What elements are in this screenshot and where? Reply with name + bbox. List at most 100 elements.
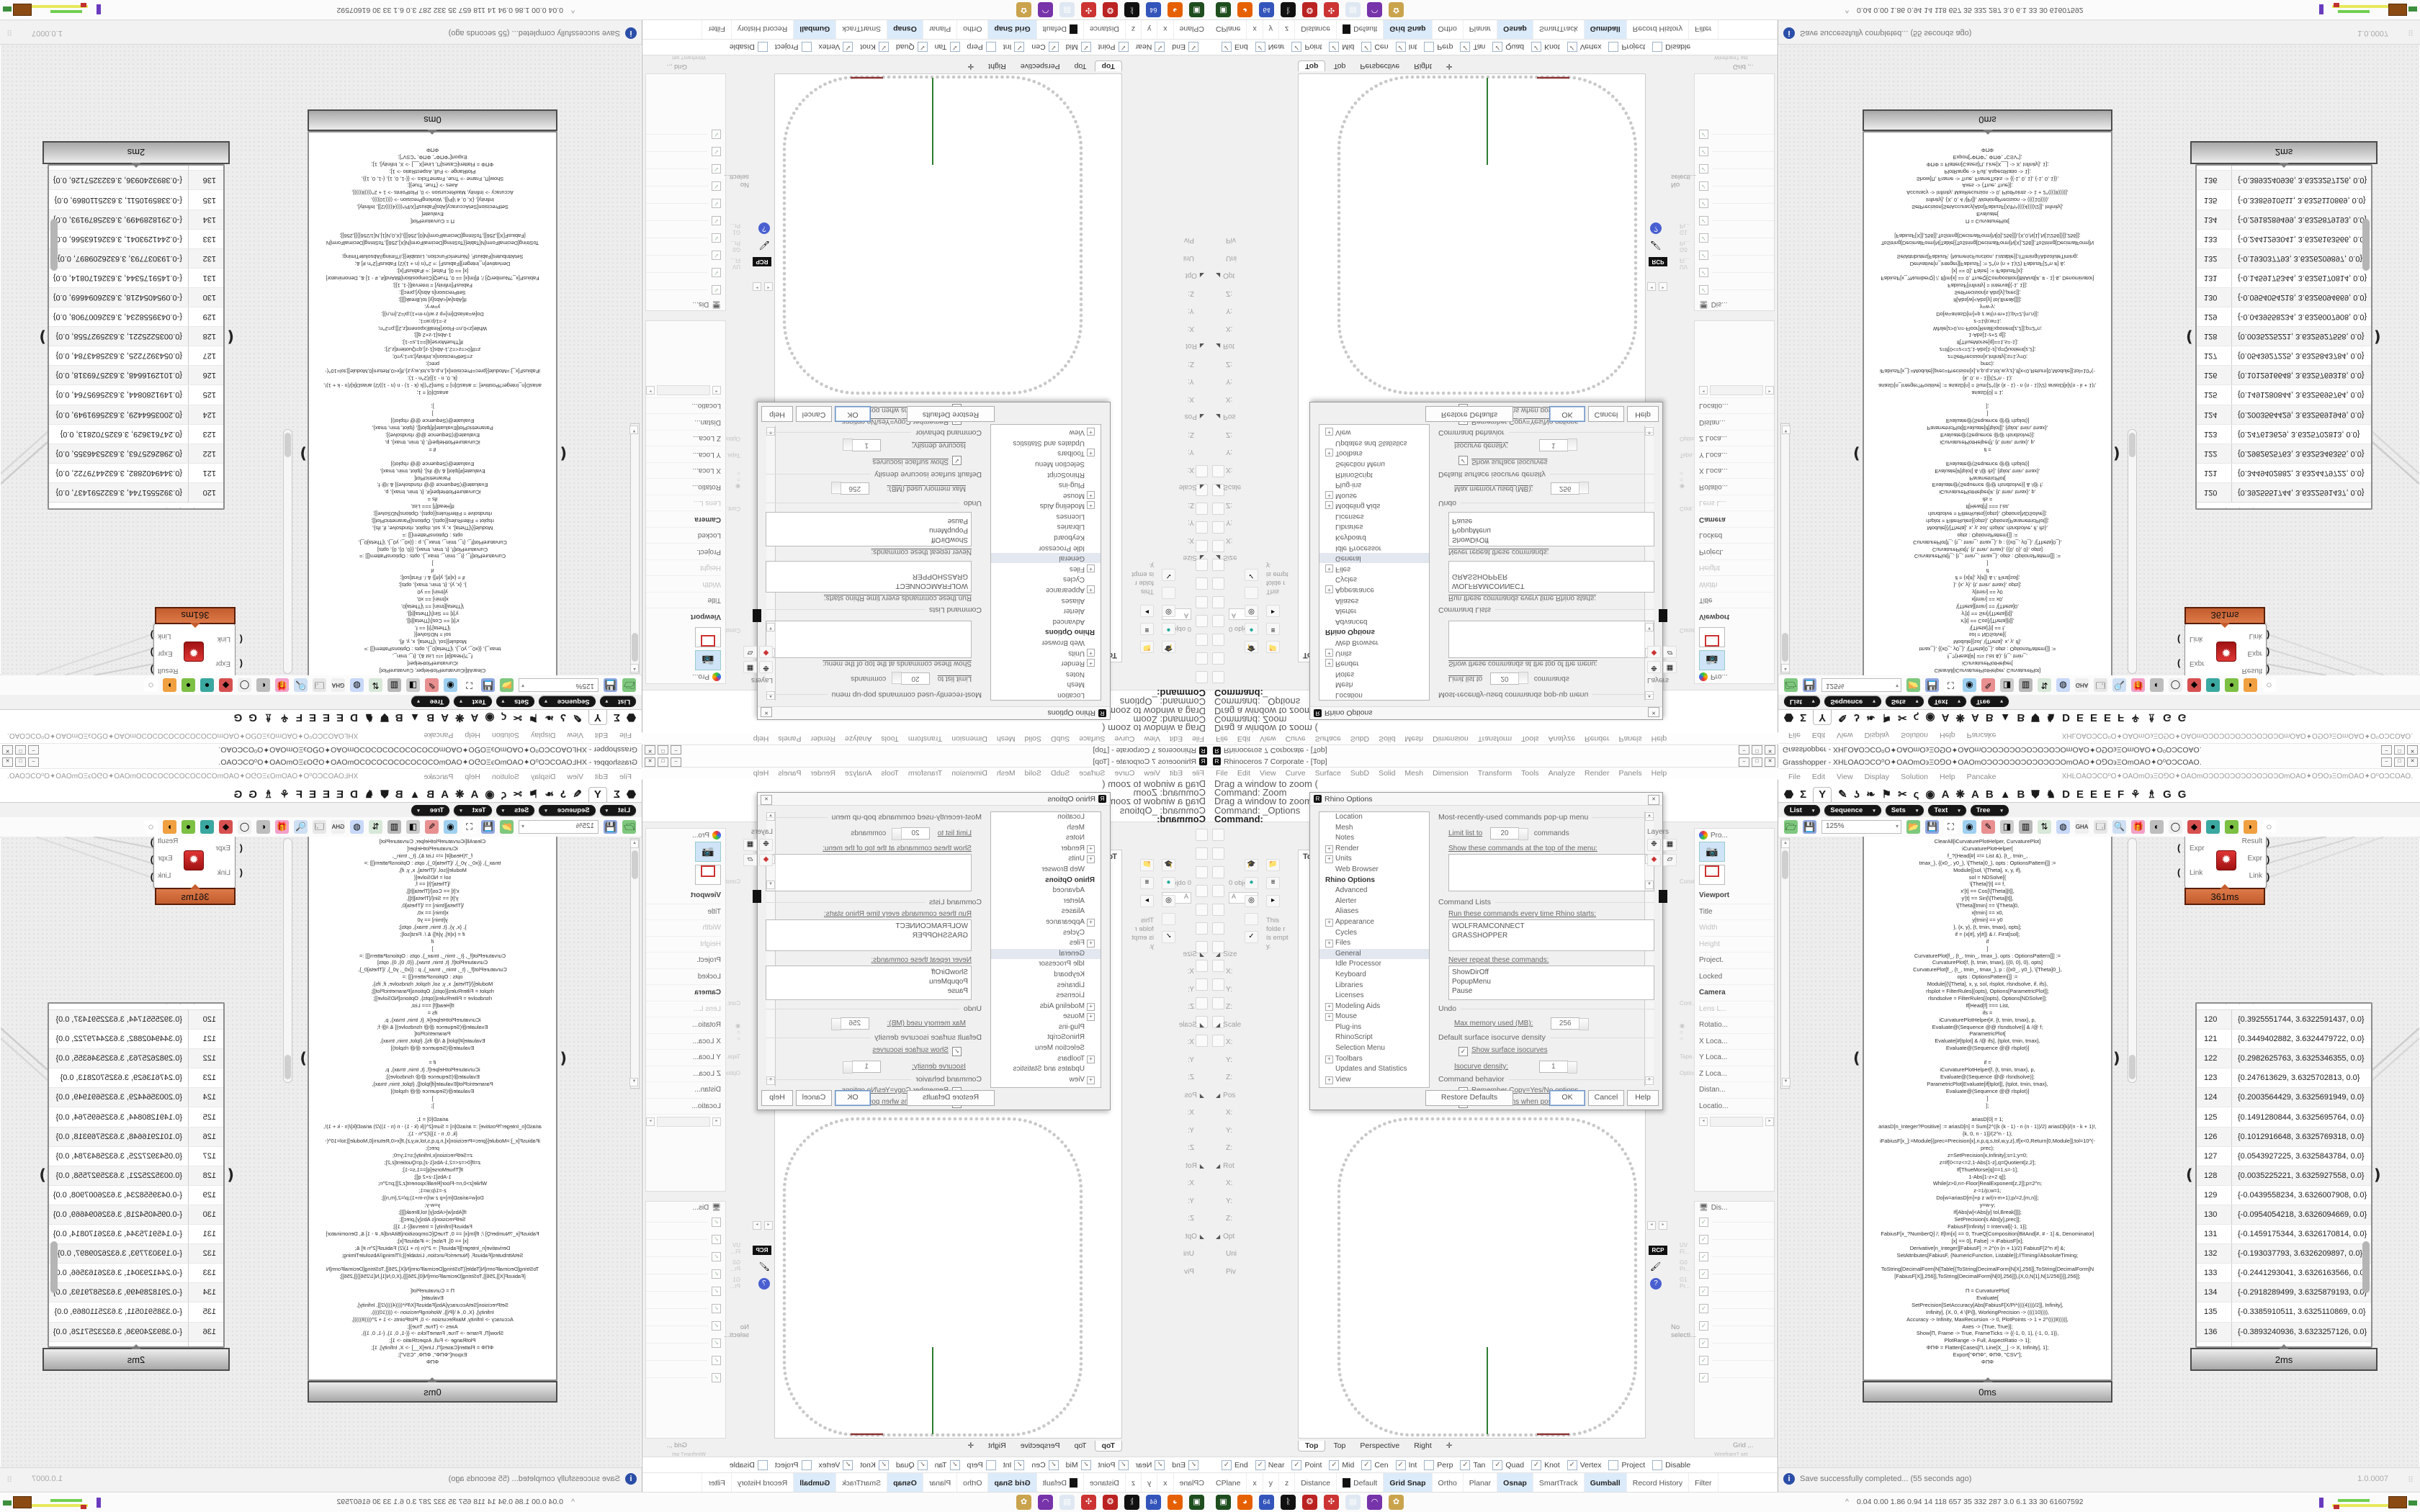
tree-item-toolbars[interactable]: Toolbars [991,448,1101,459]
menu-item[interactable]: Help [465,731,481,739]
status-gumball[interactable]: Gumball [793,1473,836,1493]
menu-item[interactable]: Mesh [996,734,1016,743]
tree-item-libraries[interactable]: Libraries [1335,981,1363,989]
osnap-int[interactable]: ✓ Int [1395,1459,1417,1470]
tree-item-notes[interactable]: Notes [1065,834,1085,842]
layer-copy-icon[interactable]: ▱ [743,854,757,866]
code-panel[interactable]: ClearAll[iCurvaturePlotHelper, Curvature… [308,837,557,1381]
menu-item[interactable]: View [567,731,583,739]
options-tree[interactable]: LocationMeshNotesRenderUnitsWeb BrowserR… [990,811,1101,1088]
folder-icon[interactable]: 📁 [1266,641,1280,653]
status-osnap[interactable]: Osnap [1497,19,1533,39]
menu-item[interactable]: Tools [1521,734,1539,743]
tab-plugin-b2[interactable]: ▲ [1999,788,2011,801]
taskbar-red-badge-icon[interactable]: ❂ [1103,2,1118,17]
property-row[interactable]: X Loca... [1699,1034,1774,1050]
tab-plugin-a3[interactable]: A [1971,711,1979,724]
property-row[interactable]: Locatio... [1699,1099,1774,1115]
tab-sets[interactable]: Y [588,787,607,802]
tree-item-view[interactable]: View [1319,427,1429,438]
expand-right-icon[interactable]: ▸ [1140,605,1154,617]
menu-item[interactable]: Help [465,773,481,781]
green-ball-icon[interactable]: ● [182,678,195,692]
display-check-row[interactable]: ✓ [646,126,721,143]
taskbar-floppy-icon[interactable]: 64 [1259,1495,1274,1510]
never-repeat-listbox[interactable]: ShowDirOff PopupMenu Pause [766,512,972,546]
property-row[interactable]: X Loca... [646,462,721,479]
status-y[interactable]: y [1263,19,1279,39]
tree-item-view[interactable]: View [991,427,1101,438]
menu-item[interactable]: Transform [908,734,943,743]
menu-item[interactable]: Solid [1024,769,1041,778]
gh-window-buttons[interactable]: – □ ✕ [2,745,39,755]
viewport-tab[interactable]: Top [1333,1441,1346,1450]
tab-plugin-b1[interactable]: B [1985,711,1994,724]
mru-listbox[interactable]: ▲▼ [1448,854,1654,891]
hamburger-icon[interactable]: ≡ [1140,877,1154,889]
osnap-mid[interactable]: ✓ Mid [1329,1459,1354,1470]
minimize-icon[interactable]: – [1739,745,1749,755]
canvas-mid-slider[interactable] [2128,429,2137,674]
maximize-icon[interactable]: □ [2394,745,2405,755]
tab-curve[interactable]: ʖ [560,711,567,724]
tree-item-selection-menu[interactable]: Selection Menu [1035,459,1085,468]
tree-item-files[interactable]: Files [991,563,1101,574]
disc-icon[interactable]: ◍ [2056,820,2070,834]
rhino-options-dialog[interactable]: R Rhino Options ✕ LocationMeshNotesRende… [757,792,1111,1110]
menu-item[interactable]: Help [1939,731,1955,739]
dock-icon-column[interactable]: 🎓 ● ◎ ✓ [1245,569,1258,653]
grasshopper-canvas[interactable]: ▲ ▼ ClearAll[iCurvaturePlotHelper, Curva… [1779,45,2419,675]
tab-curve[interactable]: ʖ [1853,788,1860,801]
speaker-icon[interactable]: ▥ [2019,678,2033,692]
new-layer-icon[interactable]: ❉ [759,839,773,851]
tab-display[interactable]: ◉ [485,788,495,801]
property-row[interactable]: Project. [1699,953,1774,969]
osnap-vertex[interactable]: ✓ Vertex [819,1459,853,1470]
display-check-row[interactable]: ✓ [1699,1334,1774,1351]
zoom-combo[interactable]: 125% [1821,820,1901,834]
graduation-cap-icon[interactable]: 🎓 [1245,859,1258,871]
black-layer-swatch[interactable] [1659,609,1667,622]
osnap-end[interactable]: ✓ End [1222,42,1248,53]
property-row[interactable]: Distan... [646,413,721,430]
display-check-row[interactable]: ✓ [1699,1213,1774,1230]
options-tree[interactable]: LocationMeshNotesRenderUnitsWeb BrowserR… [990,424,1101,701]
speaker-icon[interactable]: ▥ [387,678,401,692]
osnap-point[interactable]: ✓ Point [1291,1459,1322,1470]
code-panel[interactable]: ClearAll[iCurvaturePlotHelper, Curvature… [308,131,557,675]
tree-item-aliases[interactable]: Aliases [1335,596,1359,605]
data-scroll-thumb[interactable] [2362,219,2370,271]
status-planar[interactable]: Planar [1463,19,1498,39]
display-check-row[interactable]: ✓ [1699,1265,1774,1282]
tab-plugin-e3[interactable]: E [2103,788,2111,801]
rhino-titlebar[interactable]: R Rhinoceros 7 Corporate - [Top] – □ ✕ [642,756,1210,768]
viewport-props-button[interactable] [1699,627,1725,647]
tree-item-general[interactable]: General [991,948,1101,960]
minimize-icon[interactable]: – [2381,757,2392,767]
menu-item[interactable]: Pancake [424,773,454,781]
menu-item[interactable]: Render [1585,769,1610,778]
gem-icon[interactable]: ◆ [219,678,233,692]
tab-sets[interactable]: Y [1813,710,1832,725]
tab-plugin-d[interactable]: D [2062,711,2070,724]
dialog-titlebar[interactable]: R Rhino Options ✕ [1310,793,1662,806]
data-panel-output-port[interactable]: ) [2374,1166,2381,1184]
layer-swatch-icon[interactable]: ▦ [1663,661,1677,673]
osnap-disable[interactable]: Disable [730,1459,768,1470]
panel-icon[interactable]: ◨ [406,678,420,692]
viewport-tab[interactable]: Top [1298,1440,1326,1452]
tab-plugin-s[interactable]: ⛊ [380,788,389,801]
menu-item[interactable]: File [1788,773,1801,781]
close-icon[interactable]: ✕ [2,745,13,755]
taskbar-firefox-icon[interactable]: ◕ [1237,1495,1252,1510]
osnap-knot[interactable]: ✓ Knot [1531,1459,1560,1470]
output-result[interactable]: Result [2241,667,2262,675]
tab-plugin-b1[interactable]: B [1985,788,1994,801]
tree-item-idle-processor[interactable]: Idle Processor [1335,960,1381,968]
tab-plugin-k[interactable]: ♞ [2045,788,2056,801]
status-gumball[interactable]: Gumball [793,19,836,39]
status-x[interactable]: x [1157,19,1173,39]
tree-item-idle-processor[interactable]: Idle Processor [1039,960,1085,968]
dock-icon-column-2[interactable]: 📁 ≡ ▸ [1266,605,1280,653]
dock-icon-column-2[interactable]: 📁 ≡ ▸ [1266,859,1280,907]
